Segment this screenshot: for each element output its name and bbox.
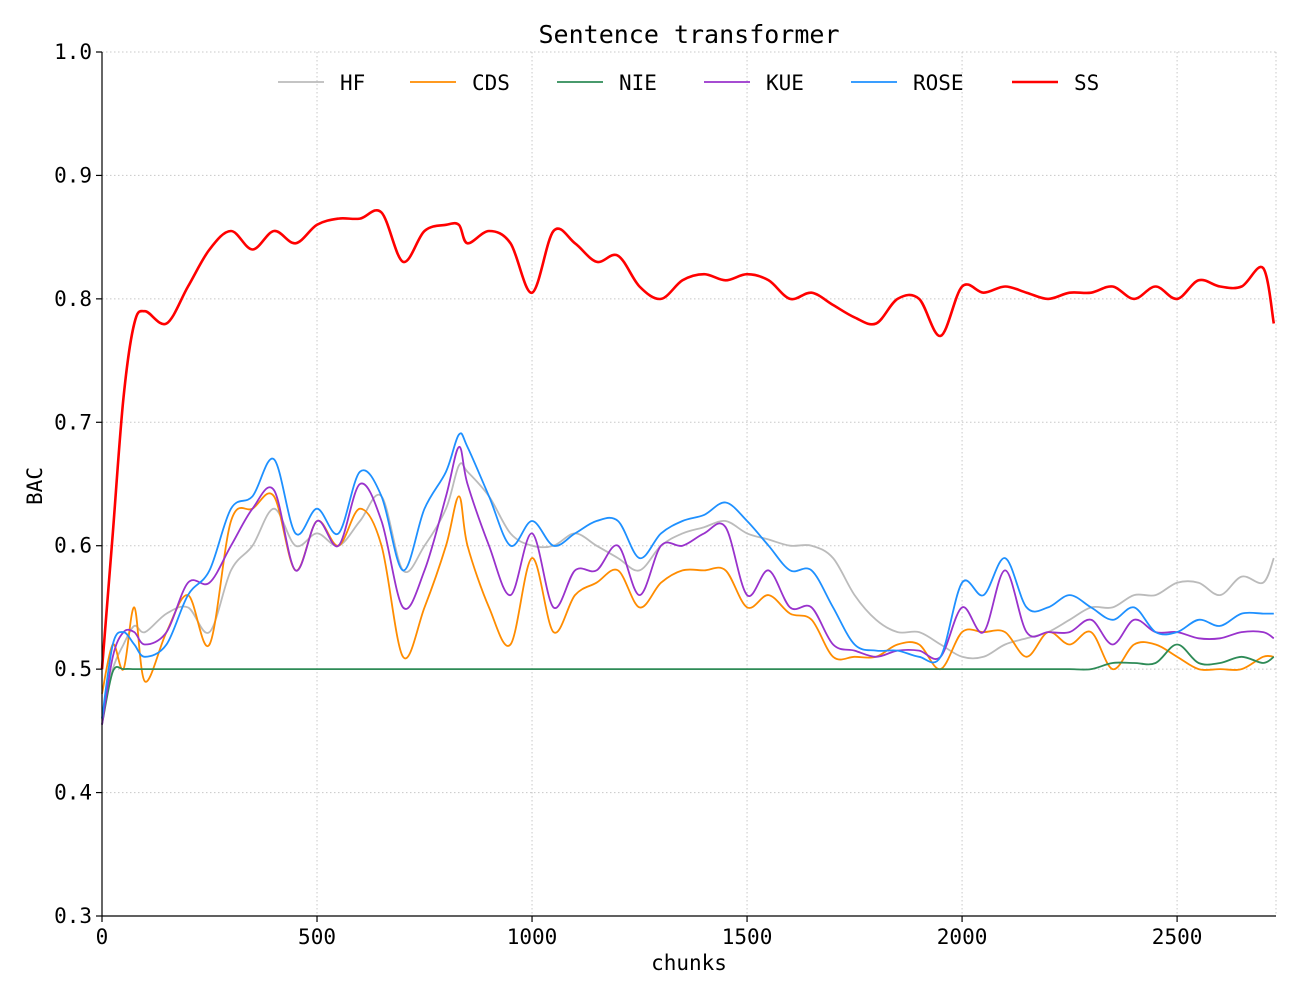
series-line-kue [101, 446, 1275, 725]
chart-title: Sentence transformer [538, 20, 839, 49]
legend-label-nie: NIE [619, 71, 657, 95]
y-tick-label: 0.6 [54, 534, 92, 558]
y-tick-label: 0.5 [54, 657, 92, 681]
x-tick-label: 1000 [507, 925, 558, 949]
series-line-rose [101, 432, 1274, 719]
grid [102, 51, 1277, 916]
series-lines [100, 208, 1276, 725]
y-tick-label: 0.8 [54, 287, 92, 311]
x-tick-label: 2000 [937, 925, 988, 949]
x-axis-title: chunks [651, 951, 727, 975]
y-ticks: 0.3 0.4 0.5 0.6 0.7 0.8 0.9 1.0 [54, 40, 102, 928]
x-tick-label: 0 [96, 925, 109, 949]
y-tick-label: 1.0 [54, 40, 92, 64]
legend-label-rose: ROSE [913, 71, 964, 95]
axes [101, 52, 1276, 917]
legend-label-ss: SS [1074, 71, 1099, 95]
x-ticks: 0 500 1000 1500 2000 2500 [96, 916, 1203, 949]
series-line-ss [100, 208, 1276, 670]
x-tick-label: 500 [298, 925, 336, 949]
legend-label-cds: CDS [472, 71, 510, 95]
legend: HF CDS NIE KUE ROSE SS [278, 71, 1099, 95]
series-line-cds [101, 492, 1274, 694]
y-tick-label: 0.4 [54, 781, 92, 805]
x-tick-label: 1500 [722, 925, 773, 949]
y-tick-label: 0.3 [54, 904, 92, 928]
series-line-nie [101, 643, 1275, 725]
legend-label-hf: HF [340, 71, 365, 95]
y-tick-label: 0.9 [54, 163, 92, 187]
y-axis-title: BAC [23, 467, 47, 505]
legend-label-kue: KUE [766, 71, 804, 95]
y-tick-label: 0.7 [54, 410, 92, 434]
x-tick-label: 2500 [1152, 925, 1203, 949]
